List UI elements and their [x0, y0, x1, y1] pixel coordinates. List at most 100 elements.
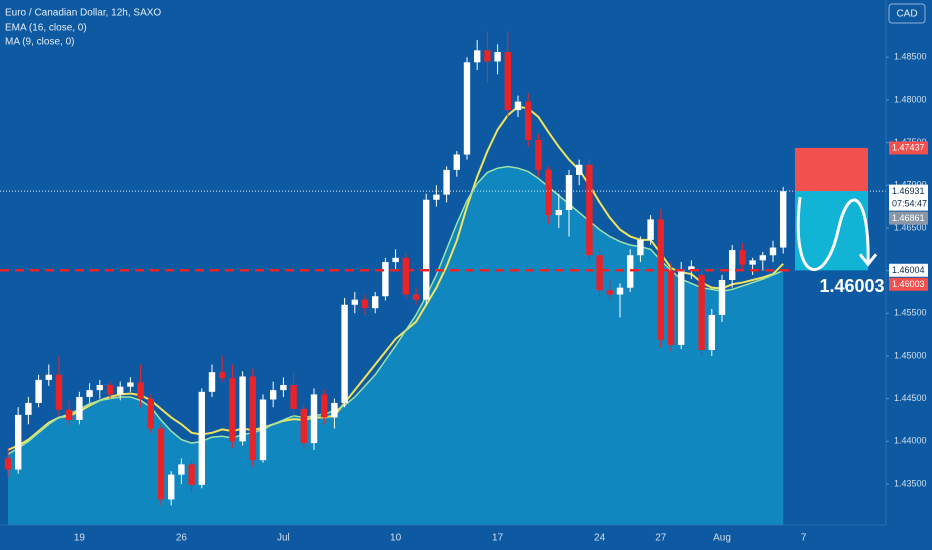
price-label: 1.46861	[892, 213, 925, 223]
currency-button[interactable]	[888, 3, 926, 24]
x-tick-label: 7	[801, 533, 807, 544]
candle-body	[606, 290, 613, 295]
candle-body	[545, 169, 552, 216]
candle-body	[15, 414, 22, 470]
y-tick-label: 1.47000	[894, 180, 927, 190]
candle-body	[525, 101, 532, 140]
legend-ma: MA (9, close, 0)	[5, 37, 74, 48]
y-tick-label: 1.45000	[894, 350, 927, 360]
price-label-bg	[889, 263, 928, 277]
x-tick-label: 27	[655, 533, 667, 544]
ema-line	[7, 105, 784, 451]
candle-body	[443, 169, 450, 195]
candle-body	[412, 294, 420, 300]
candle-body	[76, 396, 83, 420]
countdown-label: 07:54:47	[892, 199, 927, 209]
candle-body	[321, 394, 328, 418]
candle-body	[453, 154, 460, 170]
candle-body	[678, 269, 685, 345]
candle-body	[463, 62, 471, 155]
candle-body	[667, 270, 675, 345]
candle-body	[55, 374, 63, 410]
candle-body	[66, 409, 73, 420]
candle-body	[270, 390, 277, 400]
candle-body	[474, 50, 481, 63]
candle-body	[178, 464, 185, 475]
price-label: 1.46003	[892, 279, 925, 289]
legend-ema: EMA (16, close, 0)	[5, 23, 87, 34]
candle-body	[576, 164, 583, 175]
candle-body	[208, 372, 216, 392]
candle-body	[423, 199, 430, 300]
target-label: 1.46003	[819, 276, 884, 296]
price-label: 1.46931	[892, 186, 925, 196]
candle-body	[259, 399, 267, 461]
candle-body	[780, 191, 787, 248]
candle-body	[86, 390, 93, 397]
x-tick-label: 24	[594, 533, 606, 544]
candle-body	[402, 257, 409, 295]
candle-body	[698, 274, 705, 350]
forecast-arrow	[796, 196, 870, 272]
candle-body	[392, 257, 399, 263]
ma-line	[7, 165, 784, 455]
candle-body	[565, 175, 573, 210]
candle-body	[341, 304, 348, 403]
candle-body	[382, 262, 389, 297]
candle-body	[535, 140, 542, 170]
y-tick-label: 1.45500	[894, 308, 927, 318]
price-label-bg	[889, 277, 928, 291]
currency-label[interactable]: CAD	[896, 9, 917, 20]
x-tick-label: 10	[390, 533, 402, 544]
candle-body	[147, 398, 154, 429]
candle-body	[647, 219, 654, 240]
y-tick-label: 1.44500	[894, 393, 927, 403]
candle-body	[35, 379, 42, 403]
candle-body	[494, 52, 501, 62]
candle-body	[310, 394, 318, 444]
price-label-bg	[889, 184, 928, 211]
candle-body	[45, 374, 52, 380]
price-label-bg	[889, 211, 928, 225]
candle-body	[759, 255, 766, 261]
candle-body	[249, 376, 256, 461]
lines-layer	[7, 105, 784, 455]
overlay-layer: 1.46003	[0, 147, 886, 296]
candle-body	[555, 210, 562, 216]
candle-body	[749, 260, 756, 265]
candle-body	[688, 266, 695, 270]
candle-body	[117, 386, 124, 395]
candle-body	[514, 101, 522, 111]
candle-body	[586, 164, 593, 256]
candle-body	[718, 280, 726, 315]
y-tick-label: 1.48000	[894, 94, 927, 104]
candle-body	[361, 299, 369, 309]
candles-layer	[4, 31, 787, 506]
candle-body	[188, 464, 195, 485]
x-tick-label: Aug	[713, 533, 731, 544]
candle-body	[657, 219, 664, 340]
candle-body	[300, 408, 307, 444]
candle-body	[351, 299, 358, 305]
candle-body	[708, 315, 715, 350]
candle-body	[96, 385, 103, 391]
y-tick-label: 1.46500	[894, 222, 927, 232]
candle-body	[106, 385, 114, 395]
y-tick-label: 1.43500	[894, 478, 927, 488]
chart-title: Euro / Canadian Dollar, 12h, SAXO	[5, 8, 161, 19]
candle-body	[504, 52, 511, 111]
x-tick-label: 26	[176, 533, 188, 544]
candle-body	[137, 382, 144, 399]
y-tick-label: 1.48500	[894, 52, 927, 62]
candle-body	[168, 474, 175, 500]
candle-body	[127, 382, 134, 387]
price-label: 1.47437	[892, 143, 925, 153]
candle-body	[596, 255, 603, 291]
stop-zone	[795, 147, 868, 192]
candle-body	[433, 194, 440, 200]
candle-body	[4, 458, 12, 470]
price-label-bg	[889, 141, 928, 155]
target-zone	[795, 191, 868, 271]
